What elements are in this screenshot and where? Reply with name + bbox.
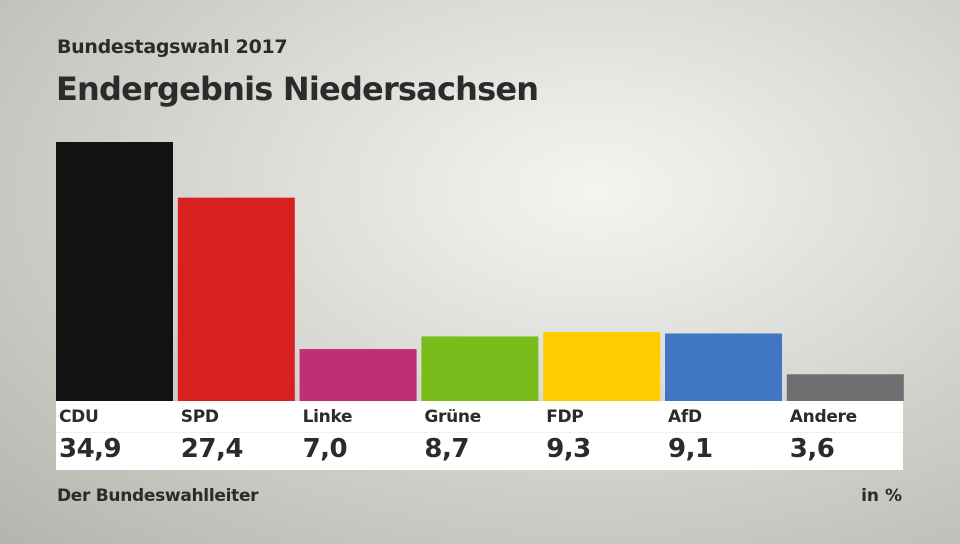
chart-title: Endergebnis Niedersachsen [56, 70, 539, 108]
bar-grüne [421, 336, 539, 401]
value-label: 9,3 [546, 434, 591, 464]
value-label: 34,9 [59, 434, 122, 464]
value-label: 7,0 [302, 434, 348, 464]
bar-linke [299, 349, 417, 401]
label-table: CDU 34,9 SPD 27,4 Linke 7,0 Grüne 8,7 FDP 9,3 AfD 9… [56, 401, 903, 470]
party-label: CDU [59, 407, 99, 427]
bar-fdp [543, 331, 661, 401]
party-label: Linke [302, 407, 353, 427]
party-label: FDP [546, 407, 584, 427]
row-divider [56, 432, 903, 433]
bar-spd [177, 197, 295, 401]
value-label: 9,1 [668, 434, 713, 464]
party-label: Andere [789, 407, 857, 427]
party-label: SPD [180, 407, 219, 427]
party-label: Grüne [424, 407, 481, 427]
source-label: Der Bundeswahlleiter [57, 486, 259, 506]
party-label: AfD [668, 407, 702, 427]
value-label: 8,7 [424, 434, 469, 464]
unit-label: in % [861, 486, 902, 506]
value-label: 27,4 [180, 434, 244, 464]
bar-andere [786, 374, 904, 401]
bar-afd [665, 333, 782, 401]
bar-cdu [56, 142, 173, 401]
chart-supertitle: Bundestagswahl 2017 [57, 36, 288, 58]
value-label: 3,6 [789, 434, 835, 464]
